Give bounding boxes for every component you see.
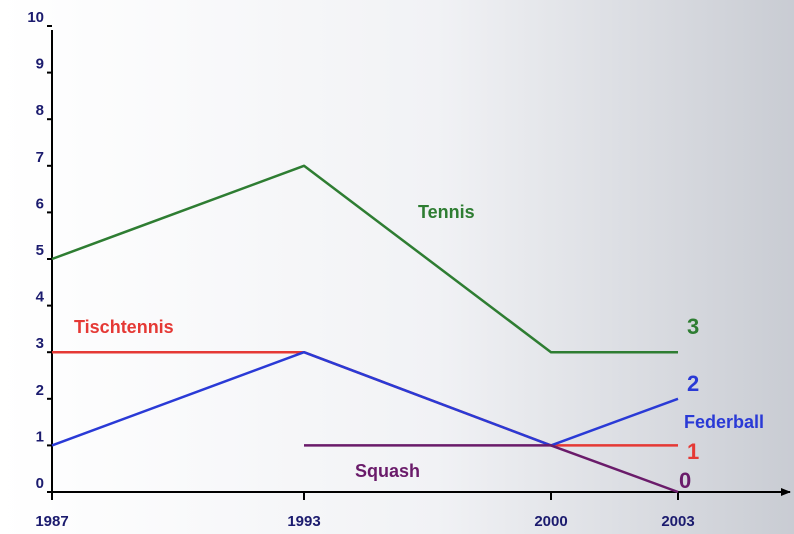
y-tick-label: 8	[36, 102, 44, 119]
tick-labels: 0 1 2 3 4 5 6 7 8 9 10 1987 1993 2000 2003	[27, 9, 694, 530]
x-tick-label: 1993	[287, 513, 320, 530]
chart-axes	[47, 26, 790, 500]
x-tick-label: 2000	[534, 513, 567, 530]
y-tick-label: 4	[36, 289, 45, 306]
series-name-tischtennis: Tischtennis	[74, 317, 174, 337]
series-end-value-tennis: 3	[687, 314, 699, 339]
series-end-value-tischtennis: 1	[687, 439, 699, 464]
y-tick-label: 7	[36, 149, 44, 166]
series-line-tischtennis	[52, 352, 678, 445]
y-tick-label: 1	[36, 428, 44, 445]
y-tick-label: 0	[36, 475, 44, 492]
y-tick-label: 10	[27, 9, 44, 26]
series-end-value-federball: 2	[687, 371, 699, 396]
y-tick-label: 5	[36, 242, 44, 259]
y-tick-label: 3	[36, 335, 44, 352]
series-end-value-squash: 0	[679, 468, 691, 493]
x-tick-label: 1987	[35, 513, 68, 530]
series-name-tennis: Tennis	[418, 202, 475, 222]
series-name-squash: Squash	[355, 461, 420, 481]
series-name-federball: Federball	[684, 412, 764, 432]
y-tick-label: 6	[36, 195, 44, 212]
series-labels: Tennis 3 Tischtennis 1 Federball 2 Squash 0	[74, 202, 764, 493]
y-tick-label: 9	[36, 56, 44, 73]
y-tick-label: 2	[36, 382, 44, 399]
series-line-federball	[52, 352, 678, 445]
x-tick-label: 2003	[661, 513, 694, 530]
